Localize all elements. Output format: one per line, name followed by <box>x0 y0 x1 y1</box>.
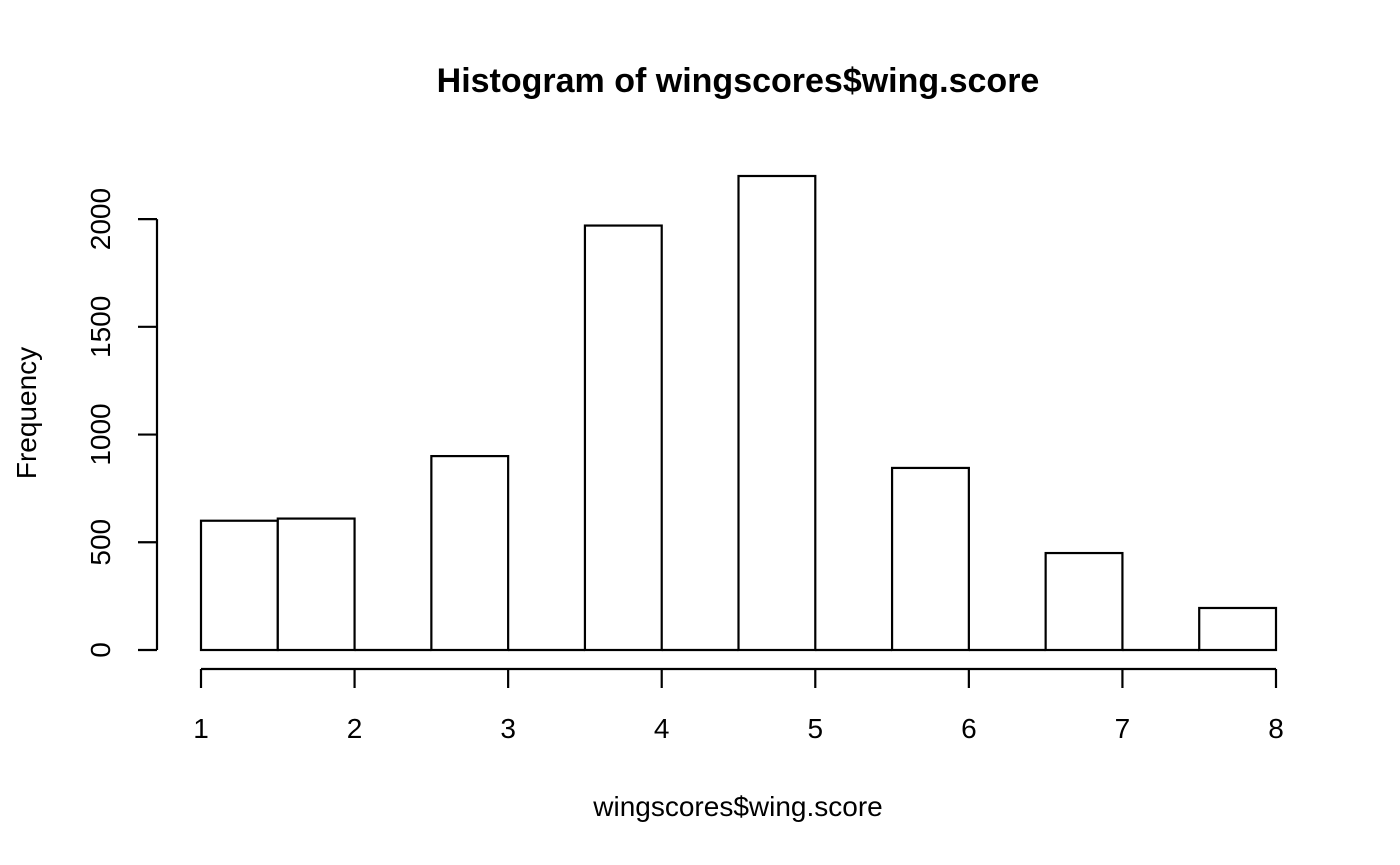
y-axis: 0 500 1000 1500 2000 <box>85 188 159 658</box>
histogram-bar-5 <box>583 224 663 652</box>
bars-group <box>199 174 1278 652</box>
x-axis: 1 2 3 4 5 6 7 8 <box>193 667 1284 744</box>
x-tick-label: 5 <box>807 713 823 744</box>
x-tick-label: 7 <box>1115 713 1131 744</box>
histogram-bar-7 <box>737 174 817 652</box>
histogram-bar-13 <box>1198 606 1278 652</box>
x-tick-label: 1 <box>193 713 209 744</box>
histogram-bar-9 <box>890 466 970 652</box>
y-axis-label: Frequency <box>11 347 42 479</box>
histogram-bar-3 <box>430 454 510 652</box>
histogram-bar-1 <box>276 517 356 652</box>
histogram-bar-0 <box>199 519 279 652</box>
histogram-bar-11 <box>1044 551 1124 652</box>
x-tick-label: 2 <box>347 713 363 744</box>
y-tick-label: 0 <box>85 642 116 658</box>
y-tick-label: 500 <box>85 519 116 566</box>
x-tick-label: 6 <box>961 713 977 744</box>
x-tick-label: 3 <box>500 713 516 744</box>
y-tick-label: 1000 <box>85 403 116 465</box>
chart-title: Histogram of wingscores$wing.score <box>437 62 1040 100</box>
x-tick-label: 4 <box>654 713 670 744</box>
x-axis-label: wingscores$wing.score <box>592 791 882 822</box>
y-tick-label: 2000 <box>85 188 116 250</box>
x-tick-label: 8 <box>1268 713 1284 744</box>
y-tick-label: 1500 <box>85 296 116 358</box>
